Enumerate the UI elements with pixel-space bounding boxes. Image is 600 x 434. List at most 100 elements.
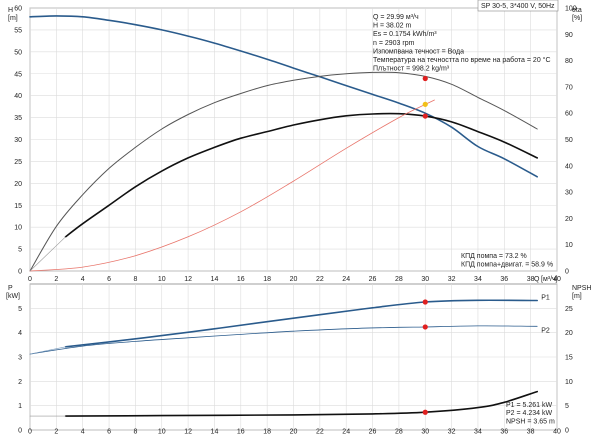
x-tick-label: 32 [448,276,456,283]
h-tick-label: 15 [14,203,22,210]
p-tick-label: 5 [18,306,22,313]
operating-point-info: Плътност = 998.2 kg/m³ [373,66,450,73]
x-tick-label: 10 [158,276,166,283]
x-tick-label: 38 [527,276,535,283]
bottom-x-tick-label: 18 [263,429,271,434]
bottom-x-tick-label: 10 [158,429,166,434]
npsh-tick-label: 0 [565,428,569,434]
operating-point-info: Q = 29.99 м³/ч [373,14,419,21]
x-tick-label: 18 [263,276,271,283]
series-eta-total-line [64,112,538,238]
title-box [477,0,559,12]
bottom-x-tick-label: 8 [133,429,137,434]
npsh-axis-label: NPSH [572,285,591,292]
q-axis-label: Q [534,276,540,283]
bottom-chart-grid [29,283,558,431]
eta-axis-unit: [%] [572,15,582,22]
bottom-x-tick-label: 28 [395,429,403,434]
x-tick-label: 6 [107,276,111,283]
eta-tick-label: 0 [565,269,569,276]
eta-tick-label: 60 [565,111,573,118]
eta-tick-label: 30 [565,190,573,197]
h-tick-label: 0 [18,269,22,276]
series-label-p1: P1 [541,295,550,302]
bottom-x-tick-label: 40 [553,429,561,434]
h-tick-label: 40 [14,93,22,100]
h-tick-label: 30 [14,137,22,144]
x-tick-label: 14 [211,276,219,283]
bottom-x-tick-label: 38 [527,429,535,434]
h-tick-label: 50 [14,49,22,56]
series-p1-line [64,299,538,348]
h-tick-label: 35 [14,115,22,122]
x-tick-label: 30 [421,276,429,283]
series-npsh-line [64,390,538,417]
eta-total-extension-line [29,236,66,272]
x-tick-label: 16 [237,276,245,283]
x-tick-label: 20 [290,276,298,283]
bottom-x-tick-label: 14 [211,429,219,434]
h-axis-unit: [m] [8,15,18,22]
bottom-x-tick-label: 36 [500,429,508,434]
eta-tick-label: 100 [565,6,577,13]
p1-extension-line [29,346,66,355]
operating-point-marker [422,75,428,82]
bottom-x-tick-label: 26 [369,429,377,434]
bottom-x-tick-label: 24 [342,429,350,434]
npsh-tick-label: 5 [565,403,569,410]
series-system-line [29,99,435,272]
eta-tick-label: 50 [565,137,573,144]
npsh-tick-label: 10 [565,379,573,386]
operating-point-info: Изпомпвана течност = Вода [373,48,464,55]
operating-point-marker [422,113,428,119]
p-tick-label: 3 [18,355,22,362]
p-tick-label: 4 [18,330,22,337]
x-tick-label: 22 [316,276,324,283]
npsh-tick-label: 20 [565,330,573,337]
eta-tick-label: 80 [565,58,573,65]
p-tick-label: 0 [18,428,22,434]
h-tick-label: 55 [14,27,22,34]
operating-point-info: Es = 0.1754 kWh/m³ [373,31,437,38]
bottom-x-tick-label: 32 [448,429,456,434]
power-npsh-info: P2 = 4.234 kW [506,410,553,417]
eta-axis-label: eta [572,7,582,14]
operating-point-marker [422,299,428,305]
h-tick-label: 10 [14,225,22,232]
operating-point-marker [422,324,428,330]
x-tick-label: 40 [553,276,561,283]
x-tick-label: 28 [395,276,403,283]
eta-tick-label: 90 [565,32,573,39]
bottom-x-tick-label: 22 [316,429,324,434]
bottom-x-tick-label: 0 [28,429,32,434]
bottom-x-tick-label: 20 [290,429,298,434]
efficiency-info: КПД помпа+двигат. = 58.9 % [461,262,553,269]
x-tick-label: 0 [28,276,32,283]
npsh-axis-unit: [m] [572,293,582,300]
curves: P1 P2 [29,15,550,417]
bottom-x-tick-label: 12 [184,429,192,434]
x-tick-label: 4 [81,276,85,283]
x-tick-label: 8 [133,276,137,283]
h-tick-label: 25 [14,159,22,166]
npsh-tick-label: 25 [565,306,573,313]
bottom-x-tick-label: 4 [81,429,85,434]
operating-point-marker [422,409,428,415]
bottom-x-tick-label: 2 [54,429,58,434]
bottom-x-tick-label: 30 [421,429,429,434]
h-tick-label: 5 [18,247,22,254]
x-tick-label: 2 [54,276,58,283]
eta-tick-label: 20 [565,216,573,223]
series-label-p2: P2 [541,327,550,334]
x-tick-label: 36 [500,276,508,283]
operating-point-info: H = 38.02 m [373,23,411,30]
x-tick-label: 34 [474,276,482,283]
x-tick-label: 12 [184,276,192,283]
p-axis-label: P [8,285,13,292]
bottom-x-tick-label: 6 [107,429,111,434]
eta-tick-label: 40 [565,163,573,170]
h-tick-label: 20 [14,181,22,188]
h-tick-label: 45 [14,71,22,78]
efficiency-info: КПД помпа = 73.2 % [461,253,527,260]
